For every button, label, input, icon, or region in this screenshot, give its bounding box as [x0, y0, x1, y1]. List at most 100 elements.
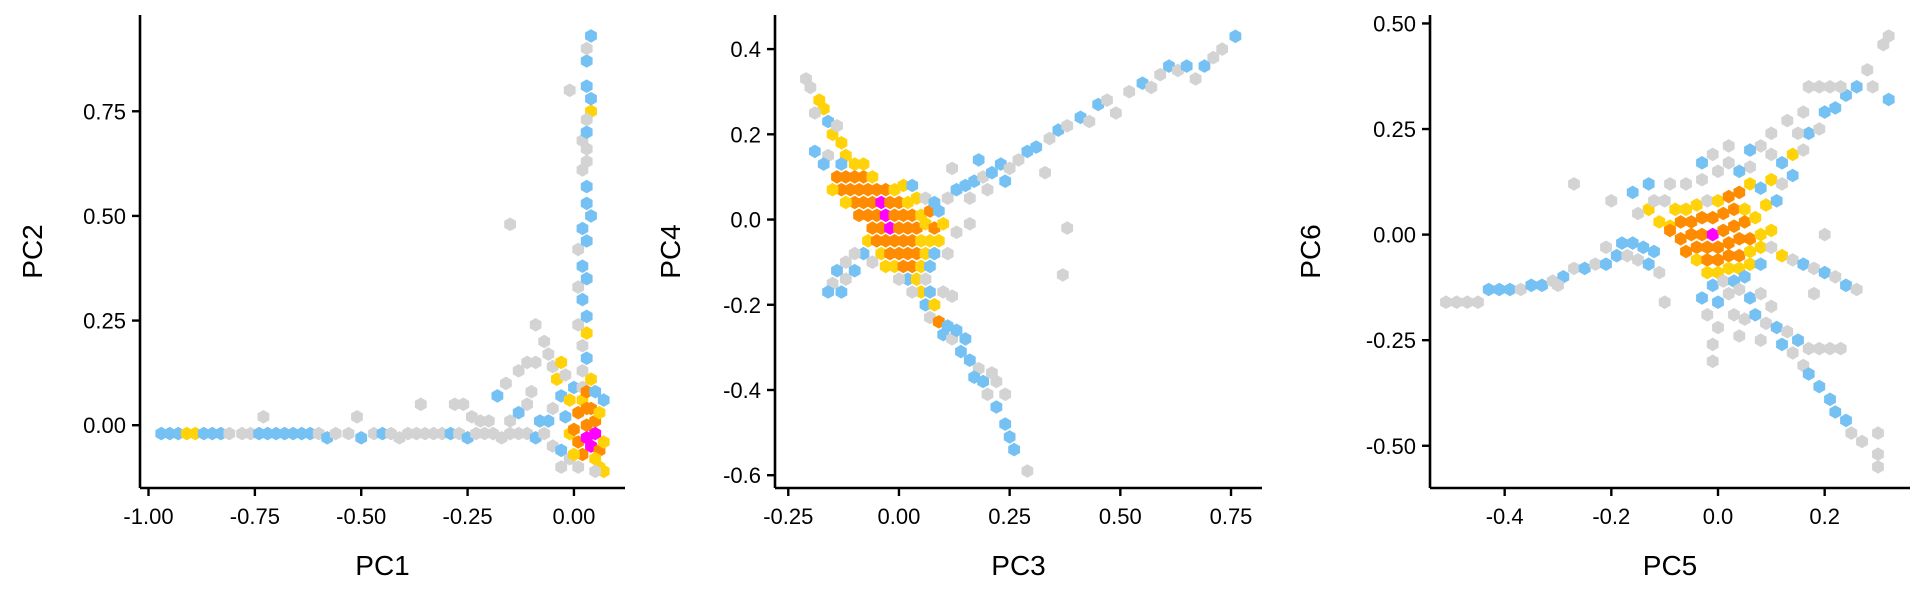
- y-tick-label: -0.6: [723, 463, 761, 488]
- hex-cell-yellow: [1722, 261, 1735, 276]
- hex-cell-blue: [1536, 278, 1548, 293]
- hex-cell-orange: [870, 234, 883, 248]
- hex-cell-gray: [839, 272, 852, 286]
- hex-cell-gray: [1189, 72, 1202, 86]
- hex-cell-gray: [329, 426, 342, 441]
- hex-cell-gray: [580, 41, 593, 56]
- hex-cell-orange: [906, 234, 919, 248]
- hex-cell-orange: [857, 195, 870, 210]
- hex-cell-gray: [1872, 447, 1884, 461]
- hex-cell-gray: [1786, 253, 1799, 267]
- hex-cell-gray: [529, 318, 542, 332]
- x-axis-title: PC1: [355, 550, 409, 581]
- hex-cell-orange: [1728, 202, 1740, 217]
- hex-cell-blue: [576, 259, 589, 273]
- hex-cell-orange: [870, 208, 883, 223]
- hex-cell-blue: [580, 196, 593, 211]
- hex-cell-gray: [351, 410, 363, 424]
- hex-cell-gray: [1722, 286, 1735, 301]
- y-tick-label: 0.50: [1373, 11, 1416, 36]
- hex-cell-orange: [906, 208, 919, 223]
- hex-cell-blue: [986, 165, 998, 180]
- hex-cell-gray: [576, 364, 589, 378]
- hex-cell-orange: [1701, 253, 1714, 267]
- y-tick-label: 0.4: [730, 37, 761, 62]
- hex-cell-gray: [1733, 282, 1746, 297]
- hex-cell-blue: [1163, 59, 1175, 73]
- hex-cell-blue: [990, 400, 1003, 414]
- hex-cell-blue: [576, 292, 589, 307]
- hex-cell-gray: [1605, 194, 1618, 208]
- hex-cell-gray: [1866, 80, 1879, 94]
- hex-cell-gray: [576, 338, 589, 353]
- hex-cell-gray: [342, 426, 355, 441]
- y-tick-label: 0.75: [83, 99, 126, 124]
- hex-cell-orange: [901, 246, 914, 261]
- hex-cell-blue: [1648, 244, 1660, 259]
- hex-cell-orange: [835, 182, 848, 197]
- y-tick-label: -0.25: [1366, 328, 1416, 353]
- hex-cell-blue: [1829, 405, 1842, 419]
- hex-cell-gray: [572, 280, 585, 294]
- hex-cell-gray: [941, 246, 954, 261]
- hex-cell-gray: [999, 387, 1012, 402]
- hex-cell-blue: [928, 246, 941, 261]
- hex-cell-yellow: [937, 217, 950, 231]
- hex-cell-blue: [555, 443, 568, 458]
- hex-cell-blue: [955, 344, 967, 359]
- hex-cell-orange: [1733, 248, 1746, 263]
- hex-cell-orange: [866, 195, 879, 210]
- hex-cell-blue: [1749, 308, 1762, 322]
- hex-cell-blue: [580, 79, 593, 93]
- hex-cell-magenta: [1706, 227, 1719, 242]
- hex-cell-blue: [1616, 236, 1628, 250]
- hex-cell-orange: [1733, 185, 1746, 200]
- hex-cell-gray: [1145, 80, 1158, 95]
- hex-cell-gray: [1797, 105, 1810, 119]
- hex-cell-orange: [870, 182, 883, 197]
- hex-cell-gray: [1781, 113, 1794, 128]
- hex-cell-yellow: [568, 447, 580, 462]
- hex-cell-blue: [1696, 291, 1708, 305]
- hex-cell-gray: [1712, 164, 1724, 179]
- hex-cell-yellow: [1690, 198, 1703, 212]
- hex-cell-yellow: [1690, 253, 1703, 267]
- hex-cell-gray: [1450, 295, 1463, 309]
- hex-cell-blue: [1770, 194, 1783, 208]
- hex-cell-gray: [963, 191, 976, 205]
- hex-cell-yellow: [875, 246, 888, 261]
- hex-cell-yellow: [1776, 248, 1788, 263]
- y-axis-title: PC4: [655, 224, 686, 278]
- hex-cell-blue: [937, 327, 950, 342]
- hex-cell-yellow: [1701, 265, 1714, 280]
- hex-cell-blue: [1030, 140, 1043, 154]
- hex-cell-gray: [941, 191, 954, 205]
- hex-cell-gray: [866, 255, 879, 269]
- y-tick-label: 0.50: [83, 204, 126, 229]
- hex-cell-gray: [963, 217, 976, 231]
- hex-cell-gray: [1722, 139, 1735, 153]
- hex-cell-gray: [1648, 194, 1660, 208]
- y-tick-label: -0.2: [723, 293, 761, 318]
- hex-cell-blue: [1776, 156, 1788, 170]
- hex-cell-gray: [1845, 426, 1858, 440]
- hex-cell-gray: [1632, 206, 1644, 221]
- hex-cell-gray: [542, 347, 555, 361]
- hex-cell-blue: [950, 182, 963, 197]
- hex-cell-yellow: [888, 259, 901, 274]
- x-tick-label: -0.25: [443, 504, 493, 529]
- hex-cell-yellow: [915, 259, 927, 274]
- hex-cell-yellow: [915, 234, 927, 248]
- x-tick-label: 0.25: [988, 504, 1031, 529]
- hex-cell-yellow: [593, 405, 606, 420]
- hex-cell-blue: [580, 271, 593, 286]
- hex-cell-blue: [1744, 143, 1756, 157]
- hex-cell-gray: [981, 182, 994, 197]
- x-tick-label: 0.2: [1809, 504, 1840, 529]
- hex-cell-gray: [1440, 295, 1452, 309]
- hex-cell-blue: [1813, 379, 1826, 394]
- hex-cell-blue: [1198, 59, 1211, 73]
- hex-cell-gray: [257, 410, 270, 424]
- hex-cell-orange: [888, 208, 901, 223]
- hex-cell-blue: [512, 405, 525, 420]
